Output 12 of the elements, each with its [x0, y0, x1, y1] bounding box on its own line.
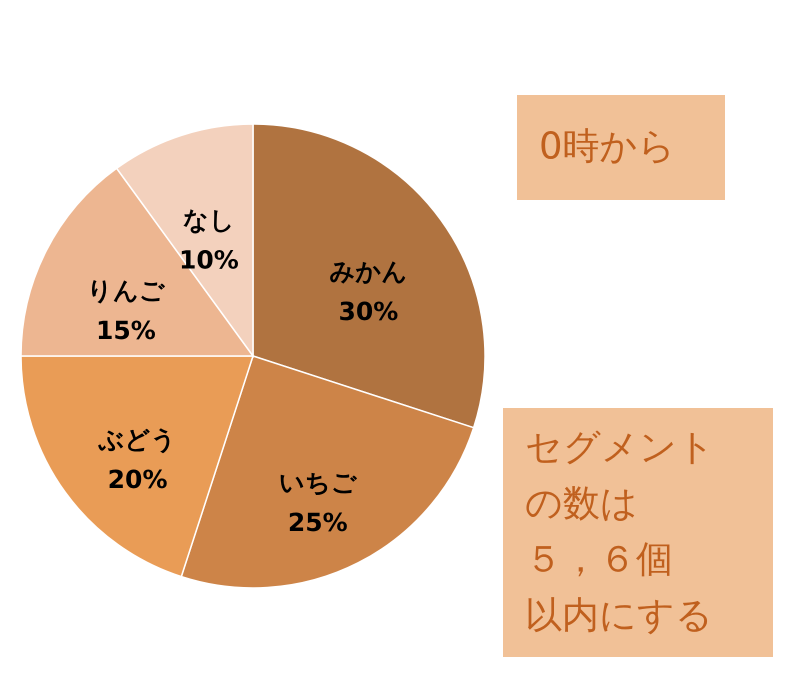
text: セグメントの数は５，６個以内にする	[525, 426, 715, 636]
data-label: 20%	[108, 464, 168, 494]
text: 0時から	[539, 124, 676, 168]
slice-label: なし	[182, 205, 235, 234]
slice-label: ぶどう	[98, 424, 177, 454]
slice-label: いちご	[278, 468, 358, 498]
data-label: 15%	[96, 316, 156, 346]
slice-label: りんご	[86, 276, 166, 306]
data-label: 10%	[178, 245, 239, 274]
data-label: 30%	[338, 297, 398, 326]
data-label: 25%	[288, 508, 348, 538]
slice-label: みかん	[329, 257, 408, 286]
